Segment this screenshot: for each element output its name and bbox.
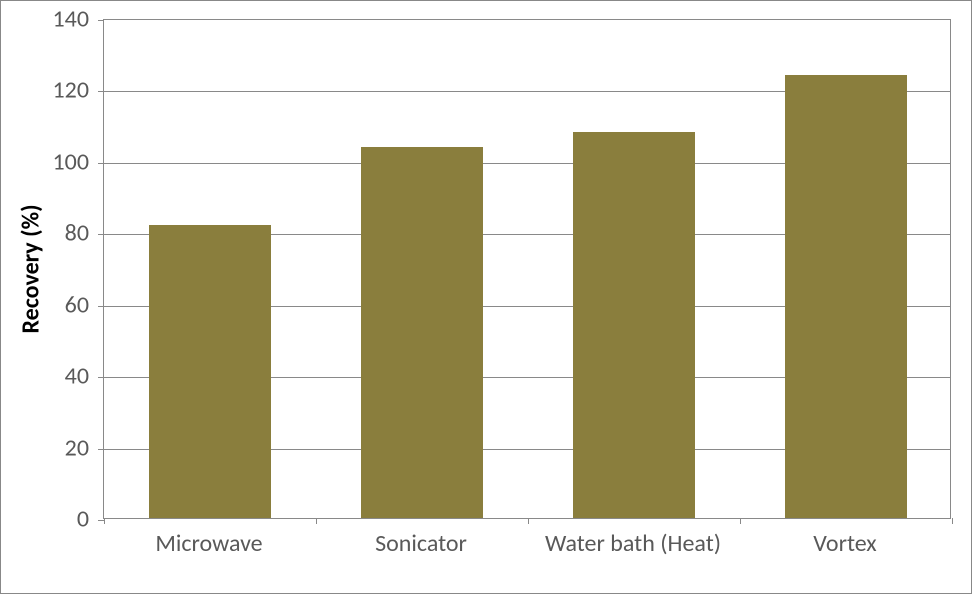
bar [361, 147, 484, 518]
x-tick-mark [104, 518, 105, 524]
y-tick-mark [98, 449, 104, 450]
y-tick-label: 80 [65, 219, 89, 248]
x-tick-mark [952, 518, 953, 524]
x-tick-label: Microwave [155, 529, 262, 558]
x-tick-label: Water bath (Heat) [545, 529, 721, 558]
y-tick-mark [98, 20, 104, 21]
y-tick-mark [98, 377, 104, 378]
x-tick-label: Vortex [813, 529, 876, 558]
bar [785, 75, 908, 518]
chart-container: Recovery (%) 0 20 40 60 80 100 120 140 Microwav… [0, 0, 972, 594]
y-tick-label: 20 [65, 433, 89, 462]
plot-area [103, 19, 951, 519]
bar [149, 225, 272, 518]
y-tick-mark [98, 91, 104, 92]
y-tick-mark [98, 306, 104, 307]
bar [573, 132, 696, 518]
y-tick-label: 140 [53, 5, 90, 34]
y-tick-label: 0 [77, 505, 89, 534]
y-axis-title: Recovery (%) [17, 204, 46, 333]
x-tick-mark [528, 518, 529, 524]
y-tick-mark [98, 163, 104, 164]
y-tick-label: 100 [53, 147, 90, 176]
y-tick-mark [98, 234, 104, 235]
y-tick-label: 40 [65, 362, 89, 391]
x-tick-label: Sonicator [375, 529, 467, 558]
y-tick-label: 60 [65, 290, 89, 319]
x-tick-mark [316, 518, 317, 524]
y-tick-label: 120 [53, 76, 90, 105]
x-tick-mark [740, 518, 741, 524]
